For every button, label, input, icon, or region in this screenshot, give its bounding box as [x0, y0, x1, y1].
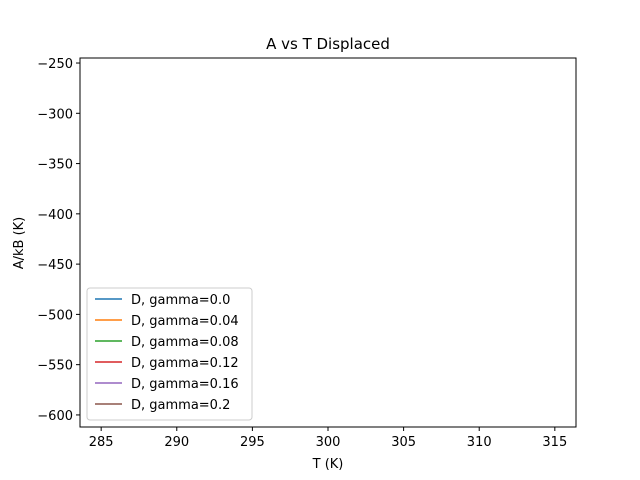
legend-label: D, gamma=0.16: [131, 377, 239, 392]
x-tick-label: 305: [391, 435, 416, 450]
y-axis-label: A/kB (K): [12, 217, 27, 270]
y-axis-ticks: −600 −550 −500 −450 −400 −350 −300 −250: [37, 57, 80, 424]
x-axis-ticks: 285 290 295 300 305 310 315: [89, 427, 567, 450]
x-tick-label: 295: [240, 435, 265, 450]
legend: D, gamma=0.0 D, gamma=0.04 D, gamma=0.08 D,…: [86, 287, 253, 421]
y-tick-label: −450: [37, 258, 73, 273]
x-tick-label: 300: [316, 435, 341, 450]
legend-label: D, gamma=0.04: [131, 314, 239, 329]
legend-label: D, gamma=0.0: [131, 293, 230, 308]
y-tick-label: −350: [37, 158, 73, 173]
y-tick-label: −500: [37, 308, 73, 323]
legend-label: D, gamma=0.12: [131, 356, 239, 371]
plot-area-frame: [79, 57, 577, 428]
x-tick-label: 310: [467, 435, 492, 450]
legend-label: D, gamma=0.2: [131, 398, 230, 413]
chart-title: A vs T Displaced: [266, 35, 390, 53]
legend-label: D, gamma=0.08: [131, 335, 239, 350]
y-tick-label: −300: [37, 107, 73, 122]
x-tick-label: 285: [89, 435, 114, 450]
legend-box: [86, 287, 253, 421]
y-tick-label: −600: [37, 409, 73, 424]
x-tick-label: 290: [164, 435, 189, 450]
y-tick-label: −250: [37, 57, 73, 72]
x-tick-label: 315: [542, 435, 567, 450]
y-tick-label: −550: [37, 359, 73, 374]
x-axis-label: T (K): [312, 457, 344, 472]
y-tick-label: −400: [37, 208, 73, 223]
